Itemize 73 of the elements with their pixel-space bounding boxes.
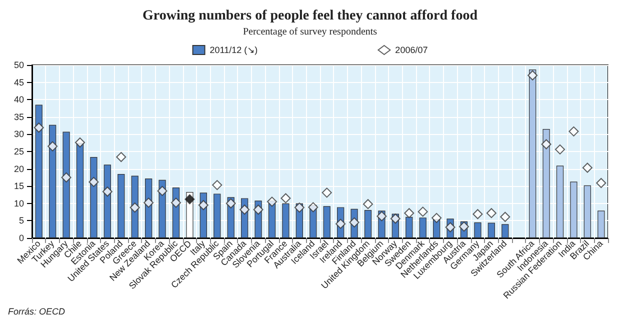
bar xyxy=(570,182,578,238)
point xyxy=(280,193,291,204)
y-tick-label: 40 xyxy=(14,94,24,105)
y-tick-label: 20 xyxy=(14,164,24,174)
bar xyxy=(62,132,70,238)
y-tick-label: 50 xyxy=(14,60,24,70)
point xyxy=(88,176,99,187)
point xyxy=(102,186,112,197)
point xyxy=(472,209,483,220)
chart-title: Growing numbers of people feel they cannot afford food xyxy=(142,8,478,24)
y-tick-label: 25 xyxy=(14,146,24,156)
point xyxy=(144,198,154,208)
bar xyxy=(584,185,591,238)
bar xyxy=(90,157,98,238)
point xyxy=(486,208,496,218)
bar xyxy=(323,206,330,238)
bar xyxy=(556,166,564,238)
point xyxy=(130,202,140,213)
bar xyxy=(35,104,42,238)
point xyxy=(198,200,208,210)
point xyxy=(582,162,592,173)
point xyxy=(240,204,250,215)
point xyxy=(404,208,414,218)
point xyxy=(34,122,44,133)
bar xyxy=(49,124,56,238)
point xyxy=(445,222,456,232)
point xyxy=(596,178,606,188)
point xyxy=(541,139,552,150)
point xyxy=(226,198,236,208)
bar xyxy=(118,174,125,238)
point xyxy=(48,141,58,152)
bar xyxy=(542,129,550,238)
point xyxy=(363,199,373,210)
point xyxy=(212,180,222,190)
point xyxy=(253,204,264,215)
chart-subtitle: Percentage of survey respondents xyxy=(242,26,378,38)
point xyxy=(267,196,277,207)
bar xyxy=(529,70,536,238)
point xyxy=(500,212,510,222)
point xyxy=(61,172,72,182)
point xyxy=(528,70,538,80)
y-tick-label: 5 xyxy=(18,216,24,226)
point xyxy=(336,218,346,229)
point xyxy=(322,188,332,198)
point xyxy=(555,144,565,154)
point xyxy=(459,222,469,232)
bar xyxy=(488,222,495,238)
point xyxy=(349,217,360,228)
y-tick-label: 0 xyxy=(18,233,24,243)
point xyxy=(390,214,400,224)
y-tick-label: 45 xyxy=(14,77,24,88)
bar xyxy=(214,194,221,238)
point xyxy=(116,152,126,162)
bar xyxy=(502,224,509,238)
legend-label: 2006/07 xyxy=(395,45,428,55)
point xyxy=(294,202,304,213)
point xyxy=(75,138,85,148)
point xyxy=(157,186,168,196)
y-tick-label: 30 xyxy=(14,129,24,140)
point xyxy=(308,202,318,212)
point xyxy=(432,212,442,223)
y-tick-label: 10 xyxy=(14,198,24,208)
point xyxy=(418,206,428,217)
bar xyxy=(598,210,605,238)
text: Forrás: OECD xyxy=(8,306,66,316)
legend-label: 2011/12 (↘) xyxy=(210,45,258,55)
point xyxy=(376,211,387,222)
point xyxy=(184,194,195,204)
point xyxy=(171,198,181,208)
point xyxy=(568,126,579,136)
y-tick-label: 15 xyxy=(14,181,24,192)
y-tick-label: 35 xyxy=(14,112,24,122)
bar xyxy=(474,222,482,238)
